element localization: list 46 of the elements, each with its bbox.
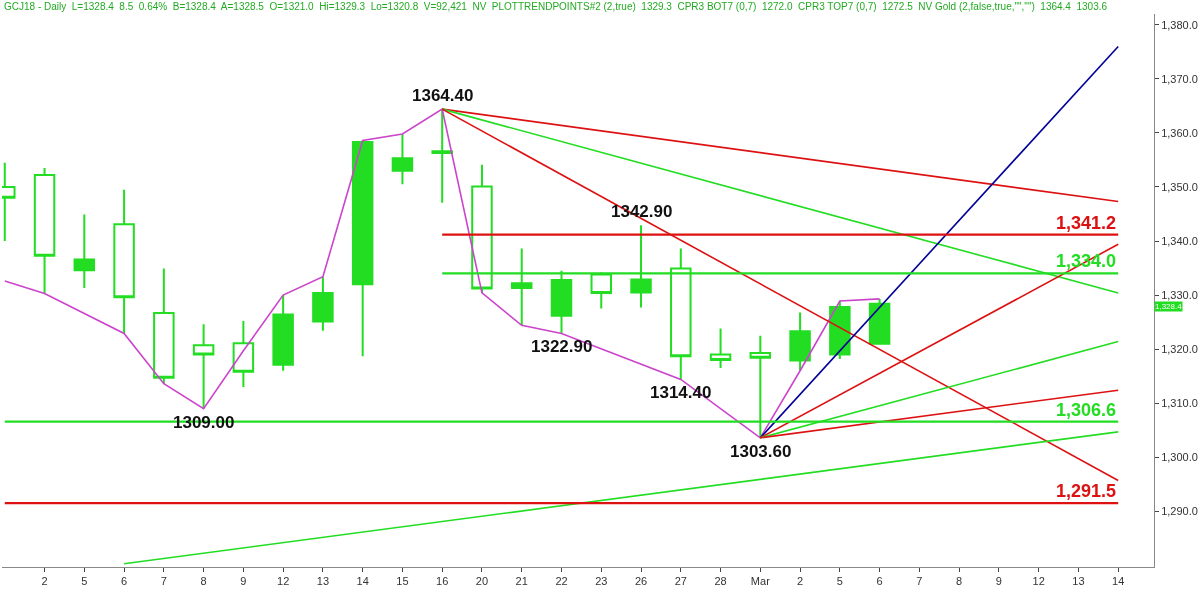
chart-title: GCJ18 - Daily L=1328.4 8.5 0.64% B=1328.4 A=1328.5 O=1321.0 Hi=1329.3 Lo=1320.8 V=92,421 NV PLOTTRENDPOINTS#2 (2,true) 1329.3 CPR3 BOT7 (0,7) 1272.0 CPR3 TOP7 (0,7) 1272.5 NV Gold (2,false,true,"","") 1364.4 1303.6 <box>4 1 1108 12</box>
y-tick-label: 1,360.0 <box>1161 126 1198 139</box>
x-tick-label: 27 <box>674 575 687 588</box>
y-tick-label: 1,290.0 <box>1161 505 1198 518</box>
annotation: 1322.90 <box>531 337 593 356</box>
x-tick-label: 13 <box>1072 575 1085 588</box>
x-tick-label: 23 <box>595 575 608 588</box>
y-tick-label: 1,340.0 <box>1161 234 1198 247</box>
series-label: 1,341.2 <box>1056 213 1117 233</box>
x-tick-label: 15 <box>396 575 409 588</box>
x-tick-label: 12 <box>1032 575 1045 588</box>
annotation: 1364.40 <box>412 86 474 105</box>
x-tick-label: 7 <box>160 575 167 588</box>
x-tick-label: 12 <box>277 575 290 588</box>
series-label: 1,306.6 <box>1056 400 1117 420</box>
x-tick-label: 2 <box>41 575 48 588</box>
y-tick-label: 1,380.0 <box>1161 18 1198 31</box>
x-tick-label: 16 <box>436 575 449 588</box>
series-label: 1,291.5 <box>1056 481 1117 501</box>
y-tick-label: 1,300.0 <box>1161 451 1198 464</box>
x-tick-label: 28 <box>714 575 727 588</box>
x-tick-label: 9 <box>240 575 247 588</box>
x-tick-label: 6 <box>876 575 883 588</box>
y-tick-label: 1,330.0 <box>1161 288 1198 301</box>
x-tick-label: 22 <box>555 575 568 588</box>
x-tick-label: 7 <box>916 575 923 588</box>
y-tick-label: 1,320.0 <box>1161 343 1198 355</box>
y-tick-label: 1,310.0 <box>1161 397 1198 410</box>
x-tick-label: 14 <box>1112 575 1125 588</box>
x-tick-label: 20 <box>475 575 489 588</box>
x-tick-label: 5 <box>836 575 843 588</box>
x-tick-label: 6 <box>121 575 128 588</box>
x-tick-label: 8 <box>956 575 963 588</box>
x-tick-label: 2 <box>797 575 804 588</box>
x-tick-label: 13 <box>316 575 330 588</box>
x-tick-label: 8 <box>200 575 207 588</box>
y-tick-label: 1,370.0 <box>1161 72 1198 85</box>
text: 1,328.4 <box>1155 302 1183 311</box>
x-tick-label: 26 <box>634 575 648 588</box>
x-tick-label: 9 <box>995 575 1002 588</box>
x-tick-label: 14 <box>356 575 369 588</box>
y-tick-label: 1,350.0 <box>1161 180 1198 193</box>
x-tick-label: Mar <box>750 575 771 588</box>
x-tick-label: 5 <box>81 575 88 588</box>
annotation: 1303.60 <box>730 442 792 461</box>
x-tick-label: 21 <box>515 575 528 588</box>
